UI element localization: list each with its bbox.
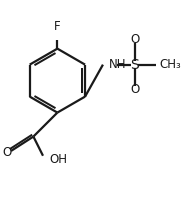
Text: S: S — [131, 58, 139, 72]
Text: F: F — [54, 20, 61, 33]
Text: CH₃: CH₃ — [160, 58, 181, 71]
Text: O: O — [2, 146, 12, 159]
Text: O: O — [130, 33, 140, 46]
Text: O: O — [130, 83, 140, 96]
Text: NH: NH — [109, 58, 126, 71]
Text: OH: OH — [49, 153, 67, 166]
